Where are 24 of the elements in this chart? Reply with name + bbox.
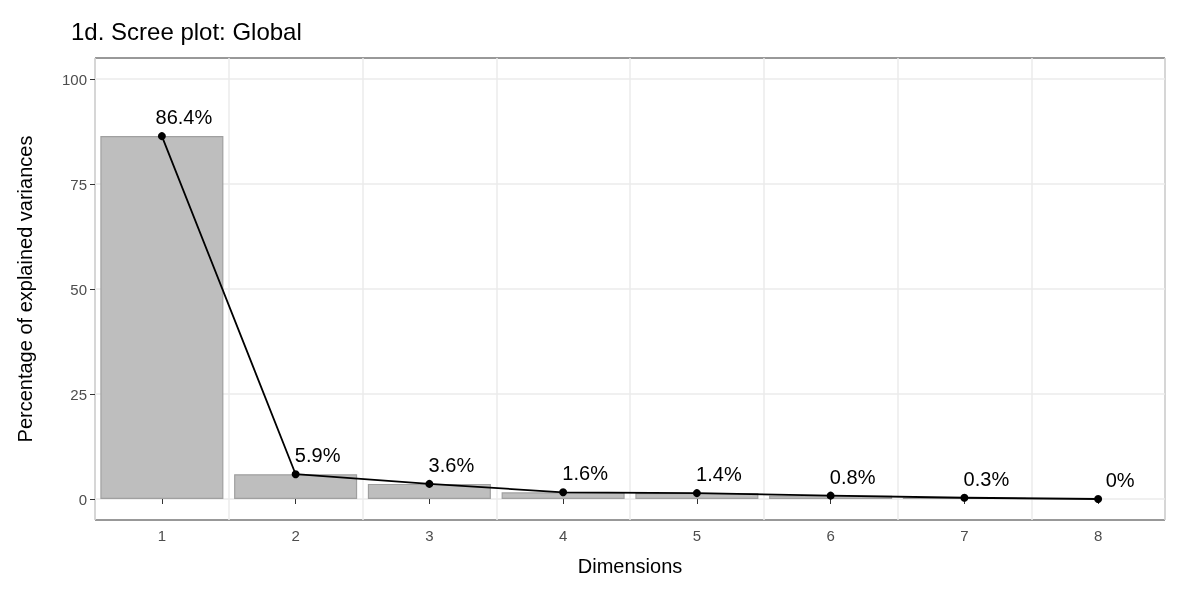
- x-tick-label: 3: [425, 527, 434, 544]
- x-tick-label: 8: [1093, 527, 1103, 544]
- y-tick-label: 0: [78, 490, 87, 508]
- data-label: 1.6%: [562, 462, 609, 485]
- data-label: 5.9%: [294, 444, 341, 467]
- x-tick-label: 2: [291, 527, 300, 544]
- data-label: 1.4%: [696, 463, 742, 486]
- y-tick-label: 75: [70, 175, 87, 193]
- data-label: 86.4%: [155, 106, 213, 129]
- x-tick-label: 7: [960, 527, 969, 544]
- data-label: 0.3%: [963, 467, 1010, 490]
- data-label: 0.8%: [829, 465, 876, 488]
- x-tick-label: 5: [692, 527, 702, 544]
- x-tick-label: 4: [558, 527, 568, 544]
- y-axis-title: Percentage of explained variances: [14, 135, 36, 443]
- y-tick-label: 50: [70, 280, 87, 298]
- x-tick-label: 1: [157, 527, 167, 544]
- y-tick-label: 25: [70, 385, 87, 403]
- data-label: 3.6%: [428, 453, 475, 476]
- x-axis-title: Dimensions: [577, 555, 683, 577]
- x-tick-label: 6: [826, 527, 835, 544]
- chart-title: 1d. Scree plot: Global: [71, 17, 302, 45]
- data-label: 0%: [1105, 469, 1135, 491]
- y-tick-label: 100: [61, 70, 87, 88]
